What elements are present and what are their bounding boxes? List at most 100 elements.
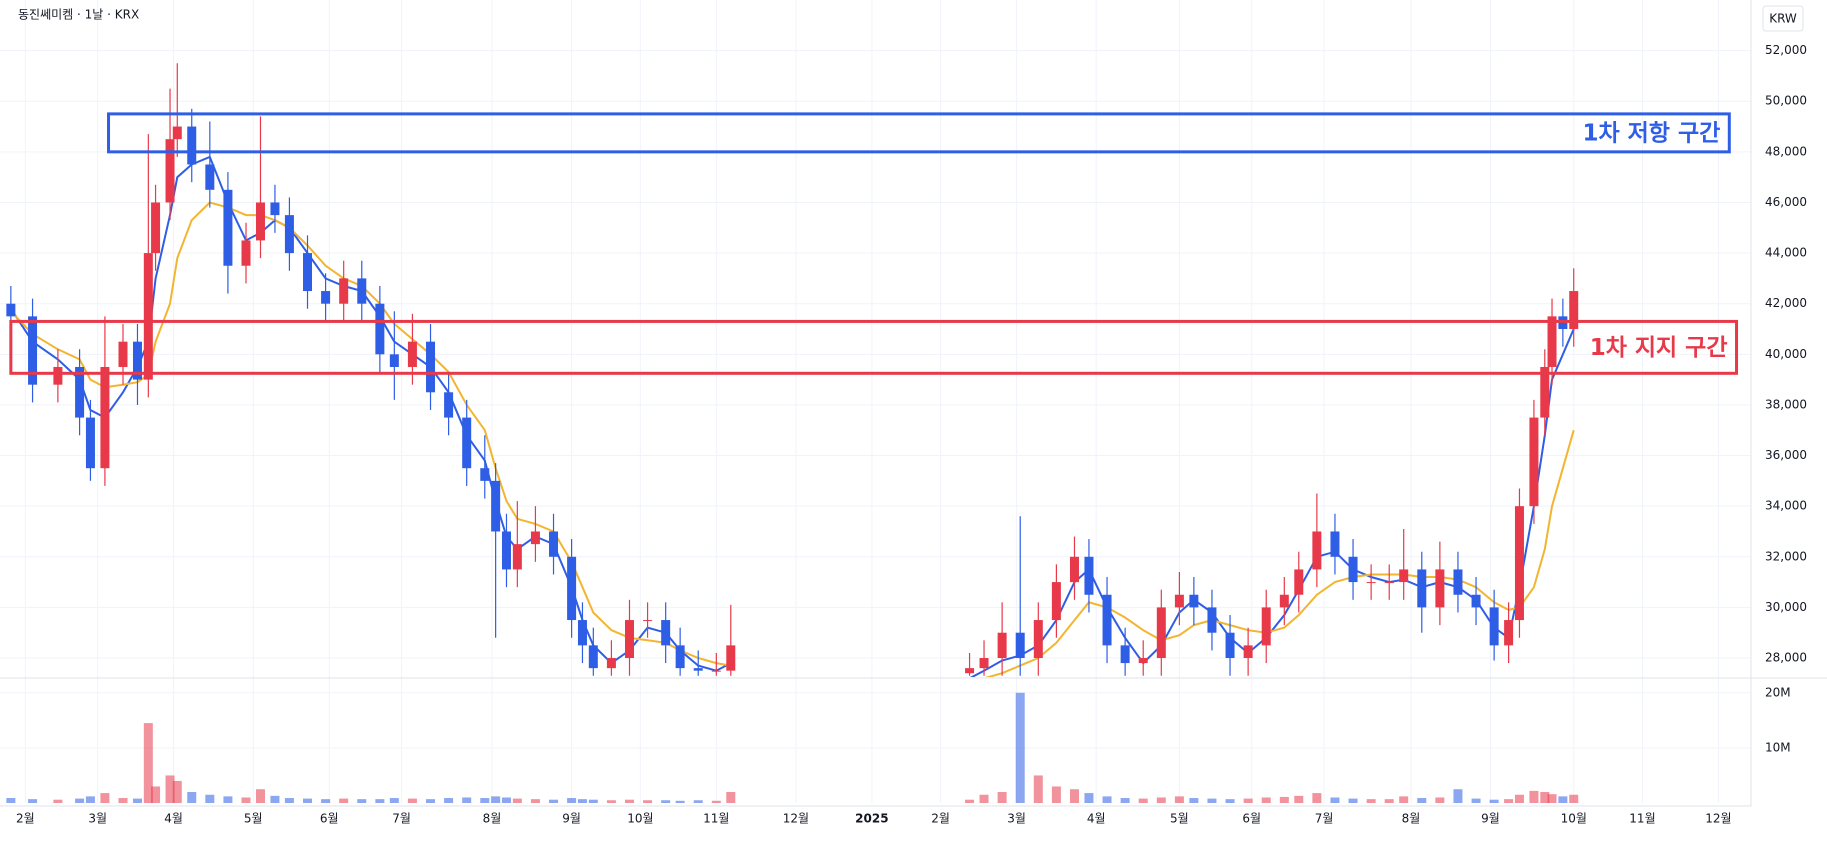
moving-average-line [10,155,732,672]
volume-bar [270,795,280,803]
candle-body [1225,632,1235,659]
candle-body [1569,291,1579,330]
candle-body [512,544,522,570]
candle-body [979,658,989,669]
x-tick-label: 6월 [1242,812,1261,826]
candle-body [1435,569,1445,608]
volume-bar [1453,789,1463,803]
volume-bar [530,799,540,803]
moving-average-line [969,328,1575,677]
candle-body [6,303,16,317]
candle-body [357,278,367,304]
volume-bar [1015,692,1025,803]
axes: 28,000 30,000 32,000 34,000 36,000 38,000 40,0… [0,0,1827,826]
x-tick-label: 10월 [1561,812,1587,826]
y-tick-label: 48,000 [1765,144,1807,158]
x-tick-label: 4월 [164,812,183,826]
volume-bar [85,796,95,803]
candle-body [726,645,736,671]
volume-bar [205,794,215,803]
y-tick-label: 50,000 [1765,94,1807,108]
candle-body [491,480,501,532]
volume-bar [255,789,265,803]
volume-bar [1225,799,1235,803]
volume-bar [1033,775,1043,803]
chart-title: 동진쎄미켐 · 1날 · KRX [18,8,139,22]
x-tick-label: 2월 [931,812,950,826]
candle-body [693,668,703,671]
volume-bar [491,796,501,803]
volume-bar [1504,799,1514,803]
candle-body [1489,607,1499,646]
candle-body [661,620,671,646]
candle-body [462,417,472,469]
grid [0,0,1751,803]
candle-body [270,202,280,216]
y-tick-label: 52,000 [1765,43,1807,57]
zone-label: 1차 지지 구간 [1590,335,1728,361]
candle-body [100,366,110,469]
moving-average-line [10,201,731,667]
volume-bar [1312,793,1322,803]
candle-body [1174,594,1184,608]
candle-body [1312,531,1322,570]
candle-body [1207,607,1217,633]
candle-body [444,392,454,418]
candle-body [143,253,153,380]
candle-body [1529,417,1539,507]
y-tick-label: 40,000 [1765,347,1807,361]
candle-body [172,126,182,140]
volume-bar [1120,798,1130,803]
currency-button[interactable] [1762,5,1804,32]
volume-bar [53,799,63,803]
candle-body [303,253,313,292]
candle-body [606,658,616,669]
volume-bar [1547,794,1557,803]
volume-bar [241,797,251,803]
candle-body [1102,594,1112,646]
candle-body [1156,607,1166,659]
volume-bar [321,799,331,803]
zone-box [107,112,1731,154]
candle-body [339,278,349,304]
volume-bar [1384,799,1394,803]
x-tick-label: 8월 [1402,812,1421,826]
y-tick-label: 42,000 [1765,296,1807,310]
candle-body [675,645,685,669]
candle-body [1471,594,1481,608]
candle-body [1399,569,1409,583]
volume-bar [1489,799,1499,803]
candle-body [997,632,1007,659]
volume-bar [426,799,436,803]
candle-body [1279,594,1289,608]
volume-bar [1207,798,1217,803]
volume-bar [726,791,736,803]
volume-bar [606,800,616,803]
candle-body [165,139,175,203]
y-tick-label: 32,000 [1765,549,1807,563]
volume-bar [501,797,511,803]
x-tick-label: 4월 [1087,812,1106,826]
candle-body [1189,594,1199,608]
candle-body [1504,620,1514,646]
volume-bar [132,798,142,803]
x-tick-label: 2025 [855,812,888,826]
candle-body [549,531,559,557]
x-tick-label: 5월 [1170,812,1189,826]
volume-bar [1514,794,1524,803]
candle-body [205,164,215,190]
volume-bar [1138,798,1148,803]
currency-label[interactable]: KRW [1769,12,1797,26]
volume-bar [1084,793,1094,803]
volume-pane [6,692,1579,803]
x-tick-label: 3월 [88,812,107,826]
candle-body [643,620,653,622]
volume-bar [1417,798,1427,803]
volume-bar [965,799,975,803]
volume-bar [643,800,653,803]
volume-bar [1330,797,1340,803]
candle-body [1120,645,1130,664]
y-tick-label: 28,000 [1765,651,1807,665]
candle-body [28,316,38,385]
